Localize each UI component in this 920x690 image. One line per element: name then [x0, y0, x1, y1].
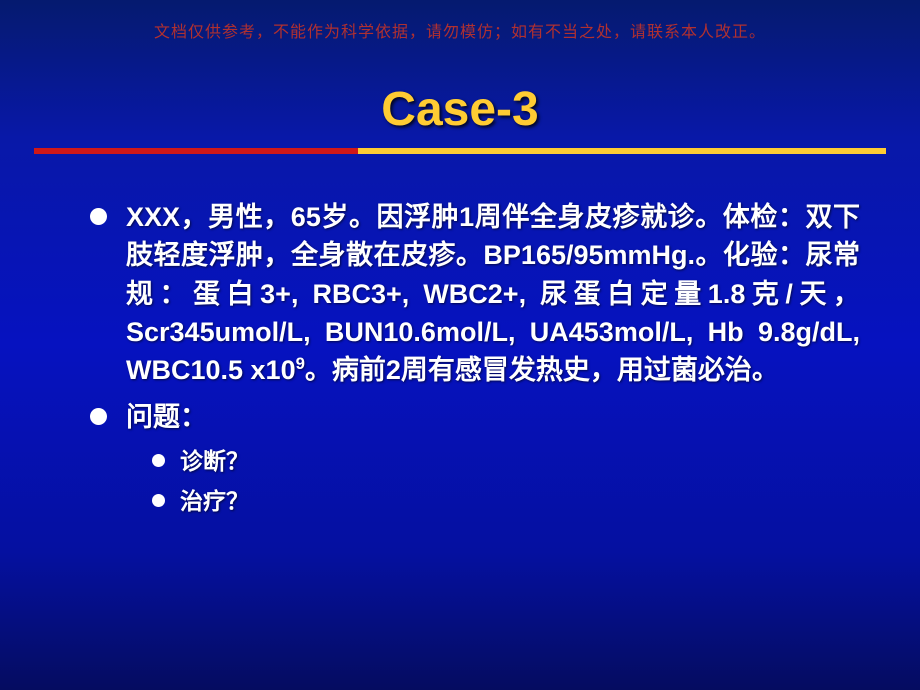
case-text-post: 。病前2周有感冒发热史，用过菌必治。 — [305, 355, 779, 385]
slide-title: Case-3 — [0, 82, 920, 137]
case-text-sup: 9 — [296, 354, 305, 373]
bullet-question-diagnosis: 诊断？ — [152, 444, 860, 480]
divider-yellow-segment — [358, 148, 886, 154]
bullet-case-description: XXX，男性，65岁。因浮肿1周伴全身皮疹就诊。体检：双下肢轻度浮肿，全身散在皮… — [90, 198, 860, 390]
slide-content: XXX，男性，65岁。因浮肿1周伴全身皮疹就诊。体检：双下肢轻度浮肿，全身散在皮… — [90, 198, 860, 523]
slide: 文档仅供参考，不能作为科学依据，请勿模仿；如有不当之处，请联系本人改正。 Cas… — [0, 0, 920, 690]
bullet-question-treatment: 治疗？ — [152, 484, 860, 520]
bullet-questions-header: 问题： — [90, 398, 860, 436]
disclaimer-text: 文档仅供参考，不能作为科学依据，请勿模仿；如有不当之处，请联系本人改正。 — [0, 18, 920, 42]
title-divider — [34, 148, 886, 154]
divider-red-segment — [34, 148, 358, 154]
